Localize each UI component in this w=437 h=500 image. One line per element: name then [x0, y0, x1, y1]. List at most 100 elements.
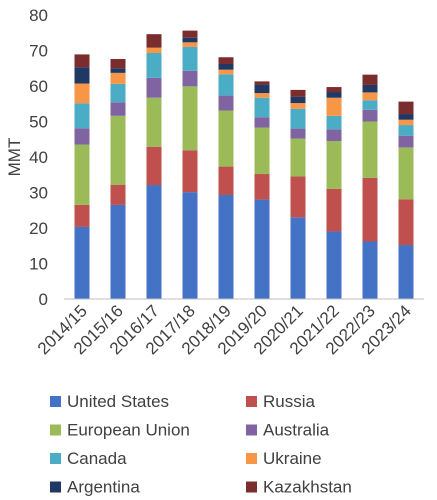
- y-tick-label: 30: [29, 184, 48, 203]
- bar-segment: [110, 102, 126, 116]
- y-axis-title: MMT: [5, 138, 24, 177]
- bar-segment: [110, 83, 126, 103]
- bar-segment: [254, 199, 270, 299]
- bar-segment: [254, 81, 270, 85]
- y-tick-label: 0: [39, 290, 48, 309]
- bar-segment: [326, 87, 342, 93]
- y-tick-label: 80: [29, 6, 48, 25]
- bar-segment: [290, 217, 306, 299]
- bar-segment: [110, 72, 126, 84]
- bar-segment: [362, 74, 378, 85]
- legend-label: Ukraine: [263, 449, 322, 468]
- legend-swatch: [246, 396, 257, 407]
- legend-swatch: [50, 453, 61, 464]
- legend-label: European Union: [67, 421, 190, 440]
- legend-swatch: [50, 424, 61, 436]
- bar-segment: [218, 95, 234, 111]
- bar-segment: [146, 97, 162, 147]
- bar-segment: [398, 199, 414, 246]
- bar-segment: [182, 192, 198, 299]
- bar-segment: [110, 68, 126, 73]
- y-tick-label: 60: [29, 77, 48, 96]
- y-tick-label: 20: [29, 219, 48, 238]
- bar-segment: [326, 129, 342, 142]
- bar-segment: [146, 52, 162, 78]
- bar-segment: [398, 119, 414, 126]
- legend-swatch: [50, 481, 61, 493]
- bar-segment: [398, 245, 414, 299]
- bar-segment: [182, 70, 198, 87]
- bar-segment: [290, 108, 306, 129]
- bar-segment: [362, 121, 378, 178]
- bar-segment: [218, 57, 234, 64]
- bar-segment: [254, 84, 270, 94]
- legend-label: United States: [67, 392, 169, 411]
- y-tick-label: 70: [29, 42, 48, 61]
- bar-segment: [398, 135, 414, 148]
- bars: [74, 30, 414, 299]
- bar-segment: [290, 103, 306, 109]
- bar-segment: [398, 147, 414, 200]
- y-axis-ticks: 0 10 20 30 40 50 60 70 80: [29, 6, 48, 309]
- bar-segment: [74, 103, 90, 129]
- bar-segment: [362, 100, 378, 110]
- bar-segment: [398, 101, 414, 115]
- bar-segment: [326, 188, 342, 232]
- bar-segment: [326, 97, 342, 116]
- bar-segment: [362, 177, 378, 242]
- legend-label: Argentina: [67, 478, 140, 497]
- legend-swatch: [246, 424, 257, 436]
- x-axis-ticks: 2014/152015/162016/172017/182018/192019/…: [34, 301, 415, 358]
- legend-label: Russia: [263, 392, 316, 411]
- bar-segment: [362, 241, 378, 299]
- bar-segment: [182, 150, 198, 193]
- bar-segment: [218, 69, 234, 75]
- bar-segment: [110, 115, 126, 185]
- bar-segment: [326, 115, 342, 130]
- bar-segment: [326, 92, 342, 98]
- bar-segment: [182, 37, 198, 43]
- bar-segment: [398, 125, 414, 136]
- legend-label: Canada: [67, 449, 127, 468]
- bar-segment: [290, 96, 306, 104]
- legend: United States Russia European Union Austral…: [50, 392, 352, 497]
- bar-segment: [218, 110, 234, 167]
- bar-segment: [254, 97, 270, 118]
- bar-segment: [74, 144, 90, 205]
- bar-segment: [254, 127, 270, 175]
- legend-swatch: [246, 453, 257, 464]
- y-tick-label: 50: [29, 113, 48, 132]
- bar-segment: [74, 226, 90, 299]
- bar-segment: [362, 84, 378, 93]
- bar-segment: [182, 86, 198, 151]
- bar-segment: [290, 89, 306, 97]
- bar-segment: [110, 204, 126, 299]
- legend-label: Australia: [263, 421, 330, 440]
- bar-segment: [362, 109, 378, 122]
- bar-segment: [110, 59, 126, 69]
- bar-segment: [146, 77, 162, 98]
- y-tick-label: 10: [29, 255, 48, 274]
- bar-segment: [182, 30, 198, 38]
- bar-segment: [182, 46, 198, 71]
- bar-segment: [254, 117, 270, 128]
- bar-segment: [254, 93, 270, 98]
- bar-segment: [146, 146, 162, 186]
- bar-segment: [290, 176, 306, 218]
- bar-segment: [218, 74, 234, 96]
- bar-segment: [146, 185, 162, 299]
- bar-segment: [146, 47, 162, 53]
- bar-segment: [290, 128, 306, 139]
- bar-segment: [254, 174, 270, 200]
- bar-segment: [182, 42, 198, 47]
- bar-segment: [146, 34, 162, 48]
- bar-segment: [110, 184, 126, 205]
- legend-swatch: [50, 396, 61, 407]
- legend-swatch: [246, 481, 257, 493]
- legend-label: Kazakhstan: [263, 478, 352, 497]
- bar-segment: [74, 204, 90, 227]
- bar-segment: [74, 128, 90, 145]
- y-tick-label: 40: [29, 148, 48, 167]
- bar-segment: [74, 67, 90, 84]
